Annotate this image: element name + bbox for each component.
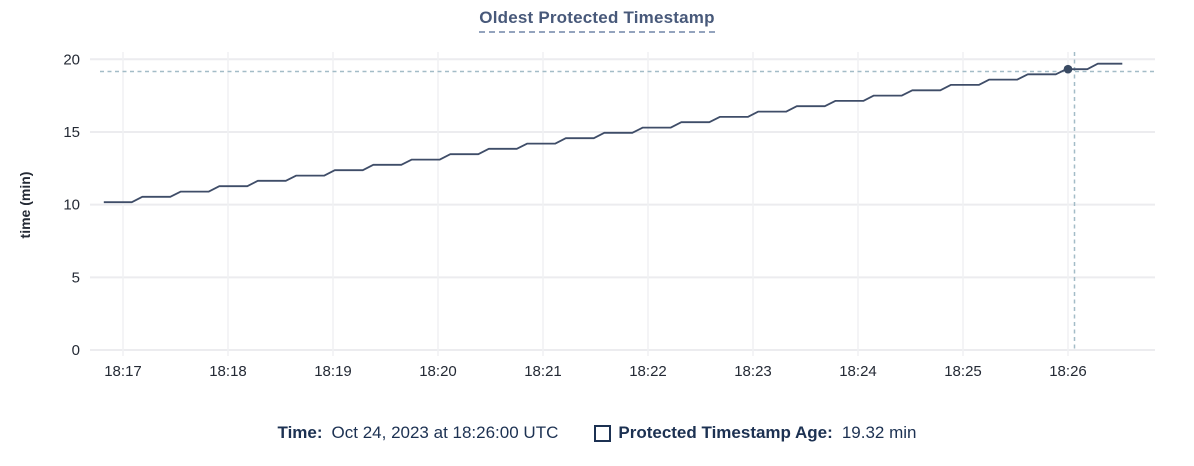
x-tick-label: 18:23 (734, 363, 772, 380)
x-tick-label: 18:17 (104, 363, 142, 380)
y-axis-title: time (min) (17, 172, 33, 239)
series-line-protected-timestamp-age[interactable] (103, 62, 1123, 204)
y-tick-label: 15 (63, 124, 80, 141)
x-tick-label: 18:25 (944, 363, 982, 380)
chart-legend: Time: Oct 24, 2023 at 18:26:00 UTC Prote… (0, 423, 1194, 443)
chart-header: Oldest Protected Timestamp (0, 8, 1194, 33)
legend-series-label: Protected Timestamp Age: (618, 423, 833, 442)
x-tick-label: 18:18 (209, 363, 247, 380)
y-tick-label: 5 (72, 269, 80, 286)
x-tick-label: 18:22 (629, 363, 667, 380)
legend-time-label: Time: (277, 423, 323, 442)
hover-data-point[interactable] (1063, 64, 1073, 74)
protected-timestamp-line-chart[interactable]: 0 5 10 15 20 18:17 18:18 18:19 18:20 18:21 18:22 18… (0, 0, 1194, 410)
x-tick-label: 18:21 (524, 363, 562, 380)
x-tick-label: 18:20 (419, 363, 457, 380)
legend-time-value: Oct 24, 2023 at 18:26:00 UTC (331, 423, 559, 442)
y-tick-label: 10 (63, 197, 80, 214)
y-tick-label: 0 (72, 342, 80, 359)
legend-series-value: 19.32 min (841, 423, 917, 442)
x-tick-label: 18:19 (314, 363, 352, 380)
legend-series-swatch-icon[interactable] (594, 424, 612, 442)
y-tick-label: 20 (63, 51, 80, 68)
x-tick-label: 18:26 (1049, 363, 1087, 380)
chart-title[interactable]: Oldest Protected Timestamp (479, 8, 715, 33)
x-tick-label: 18:24 (839, 363, 877, 380)
